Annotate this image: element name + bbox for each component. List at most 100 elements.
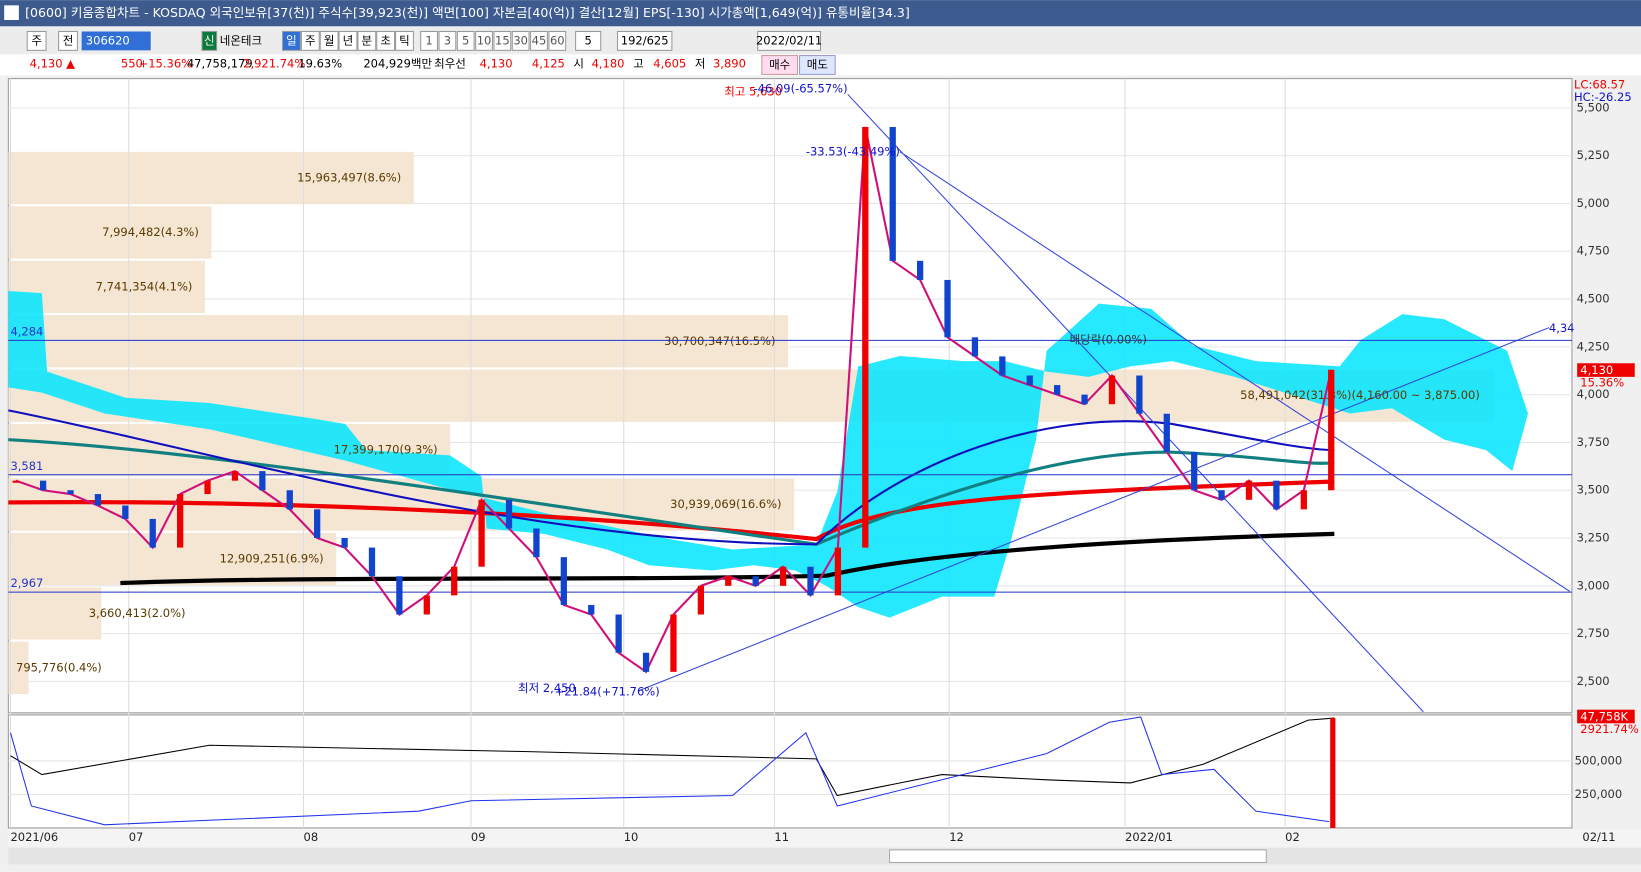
candle bbox=[478, 499, 485, 567]
stock-name: 네온테크 bbox=[220, 33, 262, 47]
unit-button[interactable] bbox=[395, 30, 414, 51]
quote-change: 550 bbox=[121, 56, 143, 70]
interval-button[interactable] bbox=[548, 30, 567, 51]
candle bbox=[1163, 413, 1170, 452]
candle bbox=[889, 126, 896, 261]
badge: 신 bbox=[204, 33, 215, 47]
pages-button[interactable] bbox=[616, 30, 673, 51]
date-button[interactable] bbox=[757, 30, 822, 51]
buy-button[interactable] bbox=[761, 55, 798, 75]
quote-high: 4,605 bbox=[653, 56, 686, 70]
unit-button[interactable] bbox=[300, 30, 320, 51]
interval-button[interactable] bbox=[530, 30, 548, 51]
ichimoku-cloud bbox=[8, 291, 1528, 618]
volume-last-box bbox=[1577, 709, 1635, 724]
date-label: 02 bbox=[1285, 830, 1300, 844]
volume-profile-label: 30,939,069(16.6%) bbox=[670, 497, 781, 511]
candle bbox=[1054, 385, 1061, 395]
volume-profile-bar bbox=[8, 206, 212, 259]
code-input[interactable] bbox=[81, 31, 151, 51]
app-icon bbox=[4, 5, 19, 20]
candle bbox=[1108, 375, 1116, 405]
date-label: 12 bbox=[949, 830, 964, 844]
period-type-button[interactable] bbox=[26, 30, 47, 51]
ma-120 bbox=[8, 479, 1335, 542]
unit: 월 bbox=[324, 33, 335, 47]
candle bbox=[1300, 490, 1307, 510]
interval-button[interactable] bbox=[493, 30, 512, 51]
count-button[interactable] bbox=[575, 30, 602, 51]
interval: 30 bbox=[513, 33, 528, 47]
hc-label: HC:-26.25 bbox=[1574, 90, 1632, 104]
sell: 매도 bbox=[807, 57, 828, 71]
volume-tick-label: 500,000 bbox=[1575, 753, 1623, 767]
candle bbox=[149, 518, 156, 548]
quote-volume: 47,758,179 bbox=[187, 56, 253, 70]
y-tick-label: 4,750 bbox=[1577, 244, 1610, 258]
candle bbox=[505, 499, 513, 529]
quote-ask: 4,130 bbox=[480, 56, 513, 70]
volume-profile-label: 7,741,354(4.1%) bbox=[96, 279, 193, 293]
candle bbox=[615, 614, 622, 653]
interval-button[interactable] bbox=[420, 30, 438, 51]
badge-button[interactable] bbox=[201, 30, 218, 51]
interval-button[interactable] bbox=[456, 30, 475, 51]
candle bbox=[176, 494, 184, 548]
interval-button[interactable] bbox=[511, 30, 530, 51]
scrollbar[interactable] bbox=[8, 847, 1641, 865]
candle bbox=[1191, 451, 1198, 491]
ma-long bbox=[120, 531, 1335, 586]
volume-tick-label: 250,000 bbox=[1575, 787, 1623, 801]
y-tick-label: 2,750 bbox=[1577, 626, 1610, 640]
y-tick-label: 5,500 bbox=[1577, 100, 1610, 114]
scroll-thumb[interactable] bbox=[889, 849, 1267, 863]
volume-indicator-1 bbox=[10, 717, 1335, 797]
y-tick-label: 4,250 bbox=[1577, 339, 1610, 353]
trend-edge-label: 4,34 bbox=[1549, 321, 1575, 335]
date-label: 08 bbox=[304, 830, 319, 844]
volume-last-pct: 2921.74% bbox=[1580, 722, 1639, 736]
unit-button[interactable] bbox=[376, 30, 396, 51]
candle bbox=[834, 547, 842, 596]
candle bbox=[533, 528, 540, 558]
unit-button[interactable] bbox=[282, 30, 301, 51]
quote-bid: 4,125 bbox=[532, 56, 565, 70]
quote-best-label: 최우선 bbox=[434, 56, 466, 70]
volume-profile-label: 15,963,497(8.6%) bbox=[297, 171, 401, 185]
candle bbox=[12, 480, 19, 483]
candle bbox=[231, 471, 239, 481]
pages: 192/625 bbox=[621, 33, 669, 47]
candle bbox=[1026, 375, 1033, 386]
unit: 분 bbox=[362, 33, 373, 47]
interval-button[interactable] bbox=[475, 30, 493, 51]
y-tick-label: 3,500 bbox=[1577, 483, 1610, 497]
candle bbox=[971, 337, 979, 357]
sell-button[interactable] bbox=[799, 55, 836, 75]
candle bbox=[916, 260, 924, 280]
unit-button[interactable] bbox=[319, 30, 339, 51]
range-button[interactable] bbox=[58, 30, 78, 51]
quote-volume-pct: 2,921.74% bbox=[243, 56, 305, 70]
y-tick-label: 2,500 bbox=[1577, 674, 1610, 688]
interval: 10 bbox=[477, 33, 492, 47]
date-label: 10 bbox=[624, 830, 639, 844]
volume-profile-bar bbox=[8, 315, 789, 368]
horizontal-line-label: 3,581 bbox=[10, 459, 43, 473]
candle bbox=[999, 356, 1006, 376]
candle bbox=[560, 557, 567, 605]
unit-button[interactable] bbox=[338, 30, 358, 51]
volume-profile-bar bbox=[8, 151, 414, 205]
volume-profile-bar bbox=[8, 641, 29, 694]
interval: 45 bbox=[532, 33, 547, 47]
candle bbox=[286, 490, 293, 510]
interval-button[interactable] bbox=[438, 30, 457, 51]
candle bbox=[39, 480, 47, 491]
title-bar bbox=[0, 0, 1641, 27]
horizontal-line-label: 4,284 bbox=[10, 324, 43, 338]
unit-button[interactable] bbox=[357, 30, 377, 51]
date-label: 02/11 bbox=[1582, 830, 1615, 844]
buy: 매수 bbox=[769, 57, 790, 71]
ma-60 bbox=[8, 438, 1335, 546]
y-tick-label: 5,250 bbox=[1577, 148, 1610, 162]
date-label: 2021/06 bbox=[10, 830, 58, 844]
